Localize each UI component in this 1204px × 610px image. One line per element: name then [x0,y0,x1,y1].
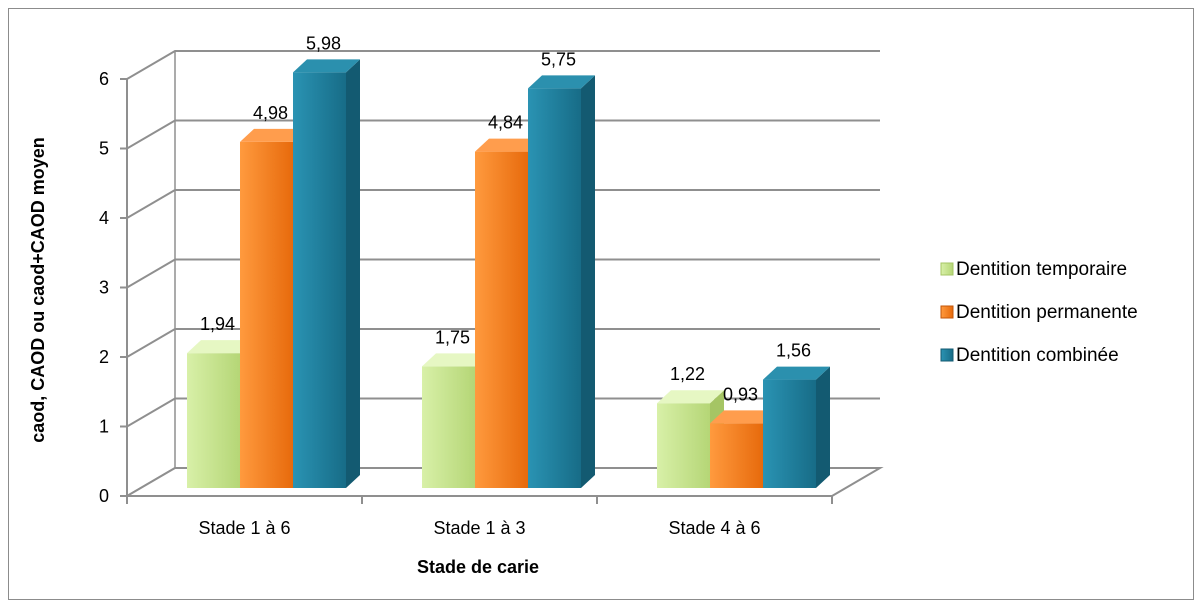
bar-side [346,59,360,488]
bar-top [475,138,542,152]
y-tick-label: 6 [99,69,109,89]
data-label: 1,75 [435,327,470,347]
bar-side [581,75,595,488]
bar [422,366,475,488]
y-tick-label: 4 [99,208,109,228]
bar [528,88,581,488]
data-label: 5,75 [541,49,576,69]
data-label: 0,93 [723,384,758,404]
bar [657,403,710,488]
legend-label: Dentition permanente [956,302,1138,323]
bar-top [528,75,595,89]
y-axis-title: caod, CAOD ou caod+CAOD moyen [28,137,48,443]
legend-swatch [940,305,954,319]
x-tick-label: Stade 1 à 3 [433,518,525,538]
y-tick-label: 3 [99,278,109,298]
bars-group [187,59,830,488]
chart-frame [8,8,1194,600]
data-label: 4,98 [253,103,288,123]
bar-top [763,366,830,380]
x-axis-title: Stade de carie [417,557,539,577]
y-tick-label: 1 [99,417,109,437]
bar [710,423,763,488]
x-tick-label: Stade 4 à 6 [668,518,760,538]
y-tick-label: 2 [99,347,109,367]
bar [187,353,240,488]
bar-top [240,128,307,142]
legend-label: Dentition temporaire [956,259,1127,280]
bar [293,72,346,488]
y-tick-label: 5 [99,139,109,159]
bar-top [422,353,489,367]
bar [240,141,293,488]
data-label: 5,98 [306,33,341,53]
bar-top [293,59,360,73]
bar-side [816,366,830,488]
bar-top [657,390,724,404]
y-axis-ticks: 0 1 2 3 4 5 6 [99,69,127,506]
gridline [126,50,880,80]
bar-top [187,340,254,354]
x-tick-label: Stade 1 à 6 [198,518,290,538]
data-label: 4,84 [488,113,523,133]
data-label: 1,94 [200,314,235,334]
bar [475,151,528,488]
legend-swatch [940,348,954,362]
bar-top [710,410,777,424]
legend: Dentition temporaire Dentition permanente… [940,259,1138,366]
legend-swatch [940,262,954,276]
legend-label: Dentition combinée [956,345,1119,366]
data-label: 1,56 [776,341,811,361]
x-axis-ticks: Stade 1 à 6 Stade 1 à 3 Stade 4 à 6 [126,495,833,538]
y-tick-label: 0 [99,486,109,506]
data-labels: 1,94 4,98 5,98 1,75 4,84 5,75 1,22 0,93 1,56 [200,33,811,404]
data-label: 1,22 [670,364,705,384]
bar [763,379,816,488]
